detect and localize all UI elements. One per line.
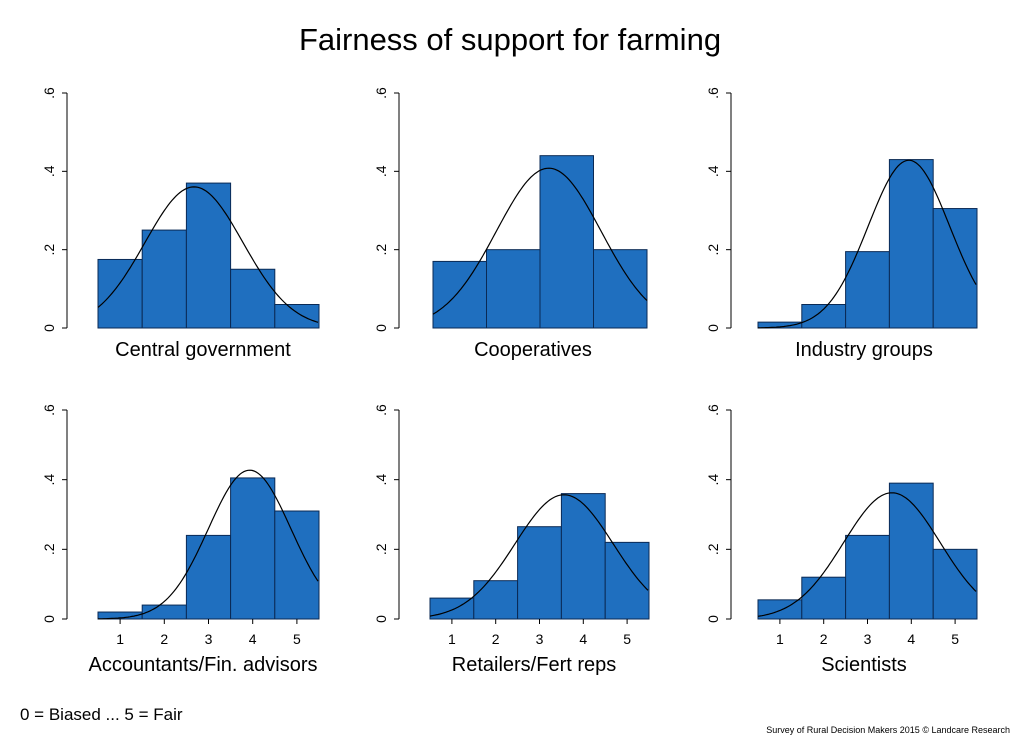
bar (560, 493, 606, 620)
bar (932, 208, 978, 329)
bar (604, 541, 650, 620)
panel-label: Cooperatives (474, 339, 592, 361)
bar (845, 251, 890, 329)
y-tick-label: .4 (705, 474, 721, 486)
panel-label: Industry groups (795, 339, 933, 361)
y-tick-label: .2 (705, 244, 721, 256)
y-tick-label: .2 (373, 244, 389, 256)
y-tick-label: .6 (373, 87, 389, 99)
bar (230, 268, 276, 329)
chart-title: Fairness of support for farming (299, 22, 721, 57)
x-tick-label: 3 (864, 631, 872, 647)
panel-5: 0 .2 .4 .6 1 2 3 4 5 Retailers/Fert reps (373, 404, 650, 676)
y-tick-label: .4 (373, 165, 389, 177)
y-tick-label: 0 (705, 324, 721, 332)
x-tick-label: 3 (536, 631, 544, 647)
y-tick-label: .2 (373, 543, 389, 555)
bar (593, 249, 648, 329)
normal-curve (429, 494, 649, 617)
legend-note: 0 = Biased ... 5 = Fair (20, 705, 183, 724)
panel-4: 0 .2 .4 .6 1 2 3 4 5 Accountants/Fin. advisors (41, 404, 320, 676)
y-tick-label: 0 (705, 615, 721, 623)
y-tick-label: .6 (705, 87, 721, 99)
panel-label: Retailers/Fert reps (452, 654, 617, 676)
y-tick-label: .4 (41, 474, 57, 486)
bar (230, 477, 276, 620)
bar (888, 482, 934, 620)
panel-label: Central government (115, 339, 291, 361)
normal-curve (97, 186, 319, 323)
panels: 0 .2 .4 .6 Central government 0 .2 .4 .6 Cooperat… (41, 87, 978, 676)
x-tick-label: 1 (448, 631, 456, 647)
y-tick-label: .6 (41, 87, 57, 99)
bar (888, 159, 934, 329)
y-tick-label: 0 (41, 324, 57, 332)
bar (185, 182, 232, 329)
y-tick-label: .4 (373, 474, 389, 486)
panel-label: Scientists (821, 654, 907, 676)
normal-curve (758, 159, 977, 329)
bar (274, 304, 320, 329)
panel-1: 0 .2 .4 .6 Central government (41, 87, 320, 361)
x-tick-label: 2 (820, 631, 828, 647)
y-tick-label: .2 (41, 543, 57, 555)
bar (97, 258, 143, 329)
y-tick-label: .6 (373, 404, 389, 416)
y-tick-label: 0 (41, 615, 57, 623)
normal-curve (757, 492, 977, 617)
bar (185, 534, 232, 620)
bar (932, 548, 978, 620)
bar (801, 304, 847, 329)
bar (432, 260, 487, 329)
x-tick-label: 4 (249, 631, 257, 647)
panel-3: 0 .2 .4 .6 Industry groups (705, 87, 978, 361)
bar (274, 510, 320, 620)
x-tick-label: 3 (205, 631, 213, 647)
y-tick-label: .6 (705, 404, 721, 416)
bar (486, 249, 541, 329)
x-tick-label: 2 (160, 631, 168, 647)
y-tick-label: 0 (373, 615, 389, 623)
y-tick-label: .4 (705, 165, 721, 177)
bar (473, 580, 519, 620)
y-tick-label: .4 (41, 165, 57, 177)
x-tick-label: 4 (579, 631, 587, 647)
x-tick-label: 5 (293, 631, 301, 647)
x-tick-label: 1 (776, 631, 784, 647)
source-credit: Survey of Rural Decision Makers 2015 © L… (766, 725, 1010, 735)
bar (539, 155, 594, 329)
x-tick-label: 2 (492, 631, 500, 647)
x-tick-label: 5 (623, 631, 631, 647)
normal-curve (98, 469, 319, 620)
normal-curve (432, 167, 648, 315)
bar (517, 526, 562, 620)
x-tick-label: 4 (907, 631, 915, 647)
y-tick-label: .2 (705, 543, 721, 555)
panel-6: 0 .2 .4 .6 1 2 3 4 5 Scientists (705, 404, 978, 676)
y-tick-label: 0 (373, 324, 389, 332)
panel-2: 0 .2 .4 .6 Cooperatives (373, 87, 648, 361)
panel-label: Accountants/Fin. advisors (89, 654, 318, 676)
x-tick-label: 5 (951, 631, 959, 647)
y-tick-label: .2 (41, 244, 57, 256)
bar (141, 229, 187, 329)
bar (845, 534, 890, 620)
bar (801, 576, 847, 620)
y-tick-label: .6 (41, 404, 57, 416)
x-tick-label: 1 (116, 631, 124, 647)
